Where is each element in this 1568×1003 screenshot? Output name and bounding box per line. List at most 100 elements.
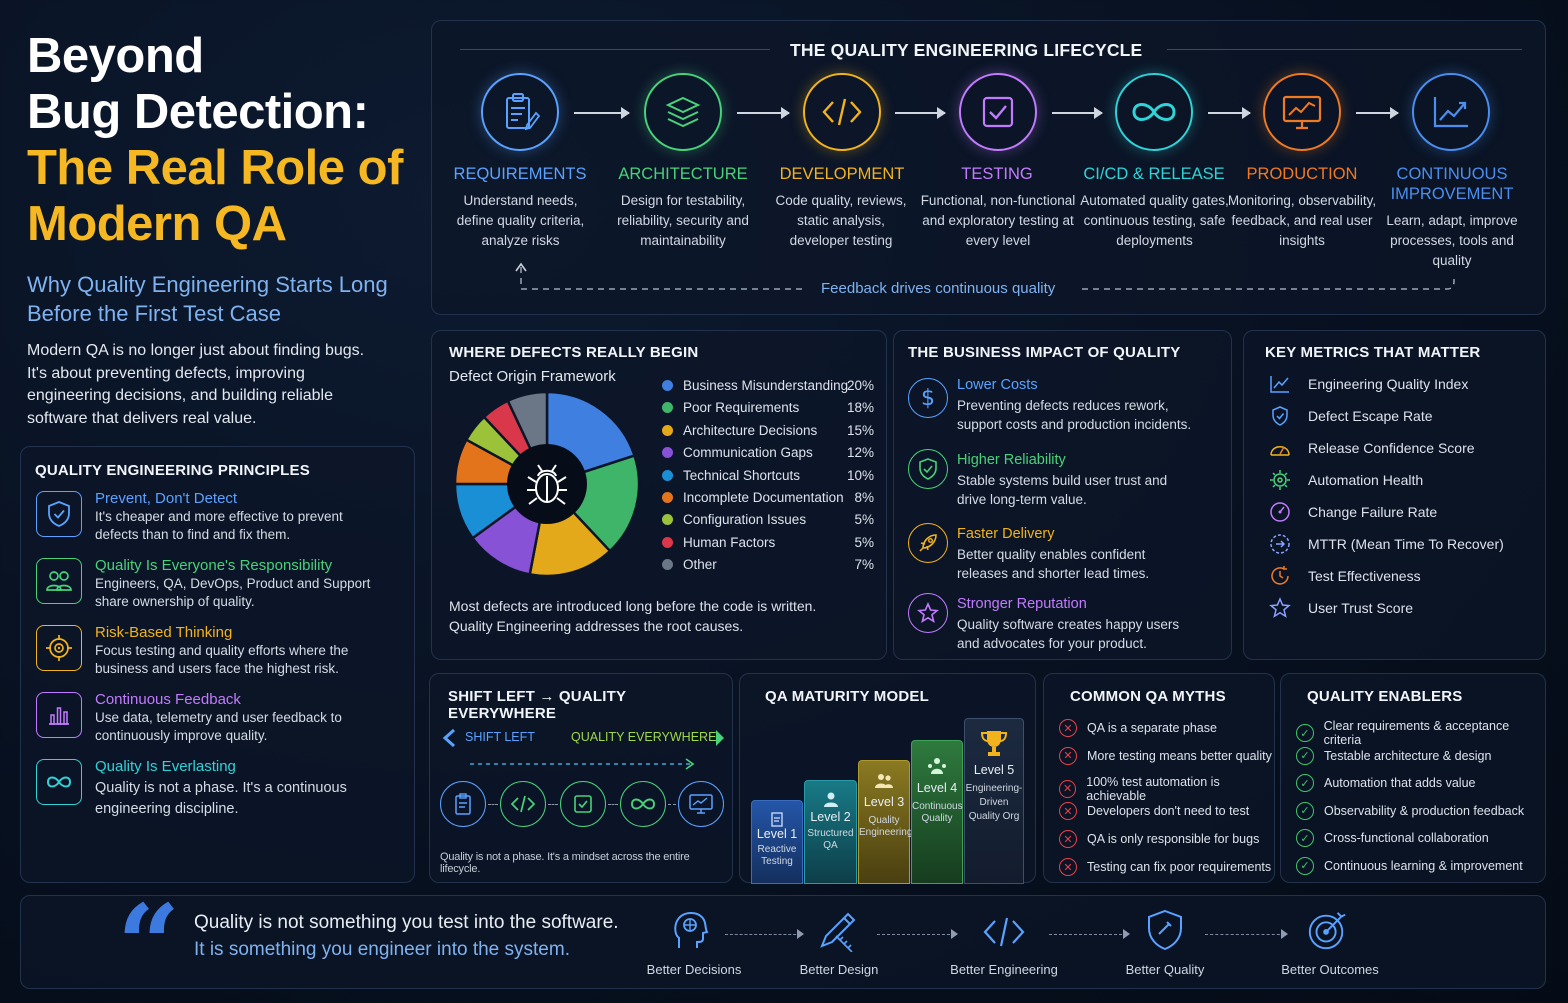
enabler-label: Cross-functional collaboration [1324, 831, 1489, 845]
intro-line4: software that delivers real value. [27, 409, 257, 427]
monitor-chart-icon [1263, 73, 1341, 151]
myth-item: ✕ More testing means better quality [1059, 746, 1272, 765]
check-circle-icon: ✓ [1296, 801, 1314, 820]
maturity-level-label: Level 3 [863, 795, 905, 809]
bug-icon [527, 464, 567, 505]
infinity-icon [36, 759, 82, 805]
enabler-item: ✓ Cross-functional collaboration [1296, 829, 1489, 847]
pie-chart [453, 390, 641, 578]
defects-panel: WHERE DEFECTS REALLY BEGIN Defect Origin… [431, 330, 887, 660]
stage-desc: Learn, adapt, improve processes, tools a… [1386, 213, 1518, 268]
target-icon [36, 625, 82, 671]
brain-head-icon [669, 908, 713, 952]
enablers-heading: QUALITY ENABLERS [1307, 688, 1463, 705]
hero-title-line3: The Real Role of [27, 141, 403, 195]
maturity-desc: Continuous [912, 801, 963, 812]
legend-swatch [662, 469, 673, 481]
trend-up-icon [1412, 73, 1490, 151]
legend-item: Other [662, 557, 717, 572]
trend-line-icon [1268, 372, 1292, 396]
quote-mark: “ [117, 880, 181, 1003]
legend-value: 18% [846, 400, 874, 416]
stage-label: CI/CD & RELEASE [1083, 165, 1225, 183]
enabler-item: ✓ Continuous learning & improvement [1296, 856, 1523, 875]
principle-title: Risk-Based Thinking [95, 624, 233, 641]
bar-chart-icon [36, 692, 82, 738]
legend-value: 12% [846, 445, 874, 461]
maturity-desc: QA [823, 840, 838, 851]
shield-check-icon [36, 491, 82, 537]
shift-right-label: QUALITY EVERYWHERE [571, 730, 717, 744]
maturity-desc: Reactive [757, 844, 797, 855]
intro-line3: engineering decisions, and building reli… [27, 387, 333, 404]
enabler-label: Testable architecture & design [1324, 748, 1492, 763]
quote-line1: Quality is not something you test into t… [194, 912, 619, 933]
subtitle-line1: Why Quality Engineering Starts Long [27, 272, 388, 297]
hero-intro: Modern QA is no longer just about findin… [27, 340, 417, 430]
myth-item: ✕ Developers don't need to test [1059, 802, 1249, 821]
flow-arrow [1208, 107, 1251, 119]
principle-title: Prevent, Don't Detect [95, 490, 238, 507]
enabler-label: Observability & production feedback [1324, 803, 1525, 818]
metric-label: MTTR (Mean Time To Recover) [1308, 536, 1504, 552]
x-circle-icon: ✕ [1059, 830, 1077, 849]
metric-label: Defect Escape Rate [1308, 408, 1433, 424]
myths-heading: COMMON QA MYTHS [1070, 688, 1226, 705]
layers-icon [644, 73, 722, 151]
enablers-panel: QUALITY ENABLERS ✓ Clear requirements & a… [1280, 673, 1546, 883]
chart-legend: Business Misunderstanding 20% Poor Require… [662, 378, 877, 578]
enabler-label: Continuous learning & improvement [1324, 858, 1523, 873]
feedback-label: Feedback drives continuous quality [821, 280, 1056, 297]
trophy-icon [965, 719, 1023, 757]
code-icon [500, 781, 546, 827]
stage-desc: Functional, non-functional and explorato… [920, 193, 1076, 248]
flow-arrow [574, 107, 630, 119]
myth-label: 100% test automation is achievable [1086, 774, 1220, 803]
maturity-desc: Testing [761, 856, 793, 867]
metric-row: Test Effectiveness [1268, 564, 1421, 588]
metric-label: Release Confidence Score [1308, 440, 1475, 456]
stage-desc: Understand needs, define quality criteri… [456, 193, 585, 248]
flow-arrow [1049, 929, 1130, 939]
hero-title-line2: Bug Detection: [27, 85, 369, 139]
principle-title: Continuous Feedback [95, 691, 241, 708]
monitor-chart-icon [678, 781, 724, 827]
flow-label: Better Design [799, 962, 879, 977]
myth-label: QA is only responsible for bugs [1087, 832, 1260, 847]
legend-swatch [662, 424, 673, 436]
clipboard-icon [481, 73, 559, 151]
legend-item: Business Misunderstanding [662, 378, 848, 393]
shift-arrow-line [470, 758, 700, 770]
myth-item: ✕ QA is a separate phase [1059, 719, 1217, 737]
stage-desc: Automated quality gates, continuous test… [1080, 193, 1229, 248]
principle-desc: Use data, telemetry and user feedback to… [95, 710, 342, 743]
star-icon [1268, 596, 1292, 620]
maturity-level-label: Level 1 [756, 827, 798, 841]
flow-arrow [1356, 107, 1399, 119]
person-icon [805, 781, 856, 807]
principle-title: Quality Is Everyone's Responsibility [95, 557, 333, 574]
impact-desc: Better quality enables confident release… [957, 547, 1150, 581]
chevron-left-icon [442, 728, 456, 748]
legend-swatch [662, 559, 673, 571]
maturity-desc: Quality [921, 813, 953, 824]
principle-desc: Engineers, QA, DevOps, Product and Suppo… [95, 576, 371, 609]
x-circle-icon: ✕ [1059, 779, 1077, 798]
chain-dash [488, 804, 498, 805]
maturity-desc: Quality [868, 815, 900, 826]
x-circle-icon: ✕ [1059, 802, 1077, 821]
chain-dash [668, 804, 676, 805]
metric-row: MTTR (Mean Time To Recover) [1268, 532, 1504, 556]
maturity-desc: Driven [979, 797, 1009, 808]
checkbox-icon [959, 73, 1037, 151]
checkbox-icon [560, 781, 606, 827]
gauge-icon [1268, 436, 1292, 460]
check-circle-icon: ✓ [1296, 746, 1314, 765]
maturity-level-label: Level 4 [916, 781, 958, 795]
legend-label: Communication Gaps [683, 445, 813, 461]
myth-label: QA is a separate phase [1087, 721, 1217, 735]
check-circle-icon: ✓ [1296, 774, 1314, 792]
x-circle-icon: ✕ [1059, 746, 1077, 765]
legend-swatch [662, 514, 673, 526]
x-circle-icon: ✕ [1059, 719, 1077, 737]
